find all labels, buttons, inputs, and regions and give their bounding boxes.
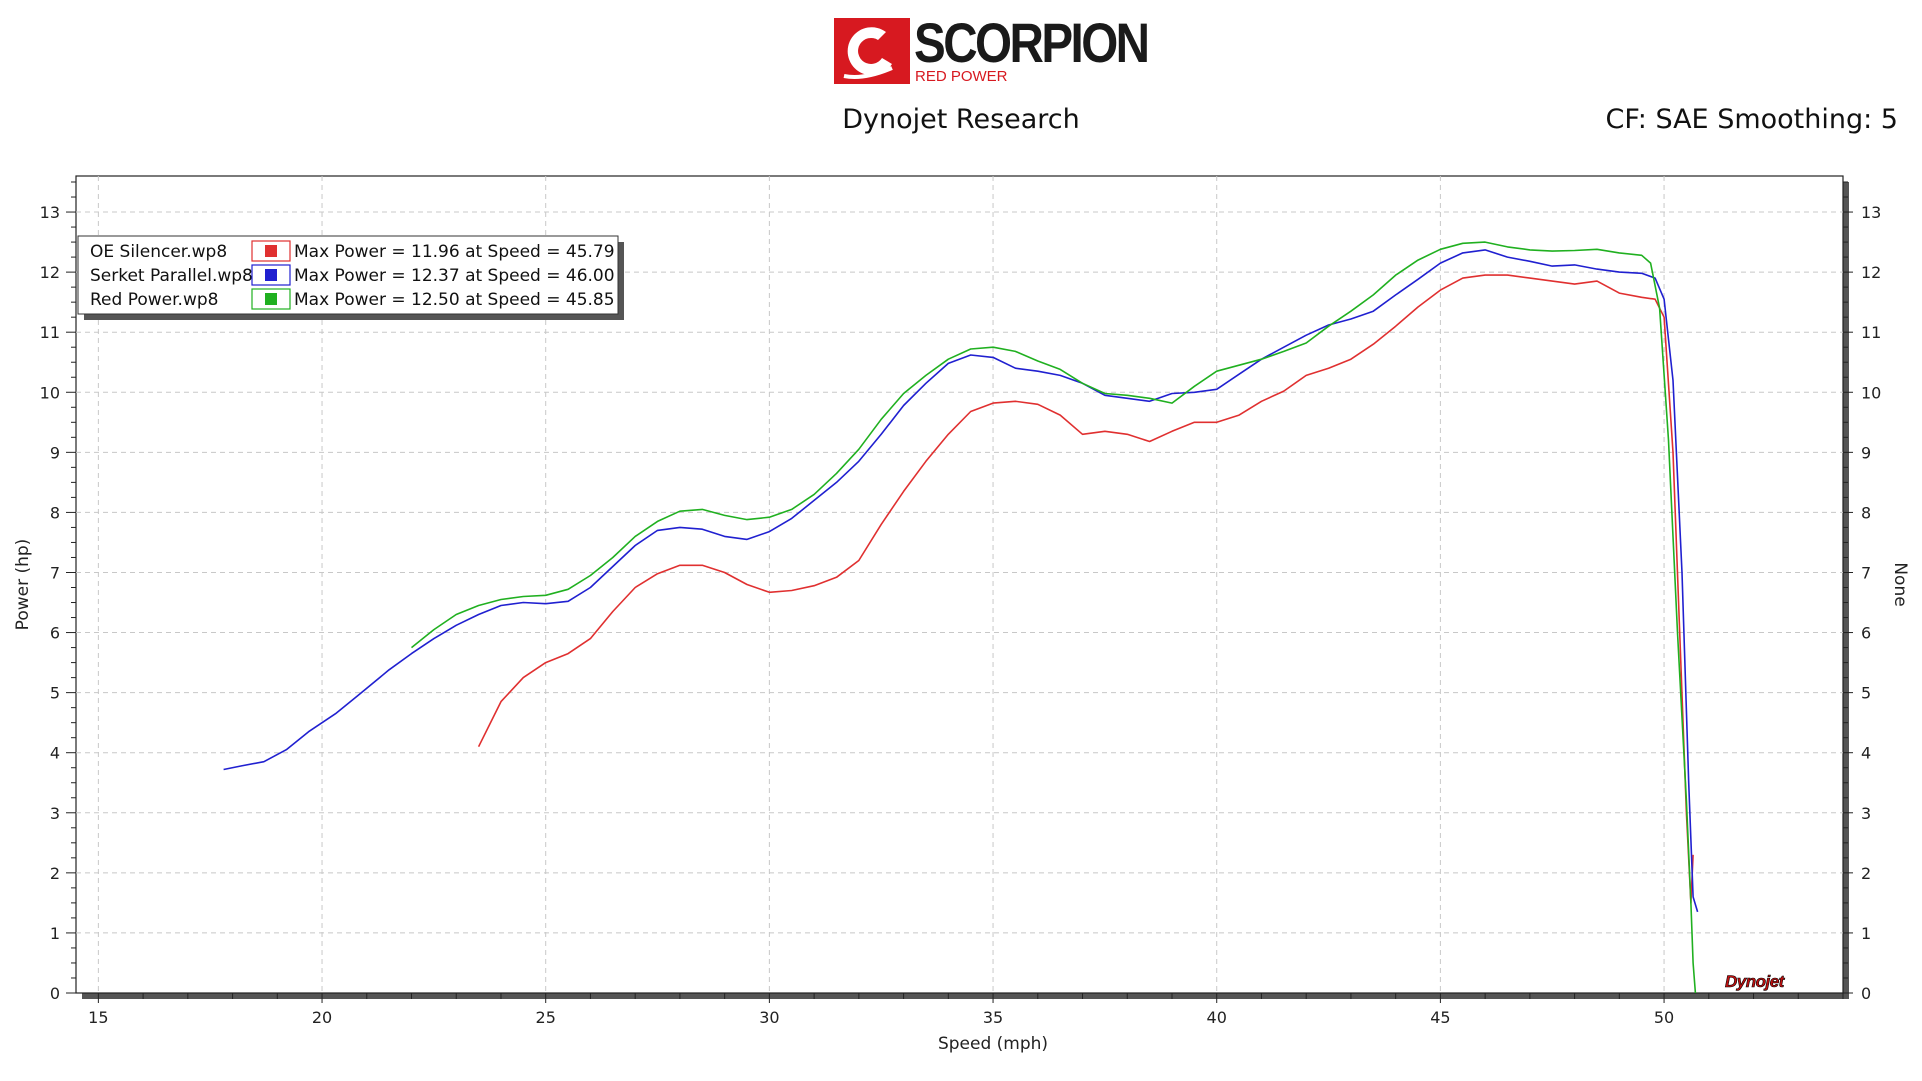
y2-tick-label: 7 — [1861, 563, 1871, 582]
y2-tick-label: 0 — [1861, 984, 1871, 1003]
y-axis-label: Power (hp) — [13, 539, 33, 631]
x-tick-label: 40 — [1207, 1008, 1227, 1027]
y-tick-label: 2 — [50, 864, 60, 883]
legend-entry-name: OE Silencer.wp8 — [90, 242, 227, 262]
logo-text: SCORPION — [914, 11, 1150, 74]
y-tick-label: 8 — [50, 503, 60, 522]
scorpion-logo: SCORPION RED POWER — [834, 11, 1150, 86]
series-line — [410, 241, 1697, 994]
legend: OE Silencer.wp8 Max Power = 11.96 at Spee… — [77, 235, 624, 320]
dynojet-watermark: Dynojet — [1725, 972, 1785, 992]
series-line — [223, 249, 1699, 913]
y2-tick-label: 2 — [1861, 864, 1871, 883]
legend-box — [77, 235, 619, 315]
legend-swatch — [265, 269, 277, 281]
y2-tick-label: 3 — [1861, 804, 1871, 823]
legend-entry-summary: Max Power = 11.96 at Speed = 45.79 — [294, 242, 615, 262]
legend-entry-name: Red Power.wp8 — [90, 290, 218, 310]
x-tick-label: 20 — [312, 1008, 332, 1027]
y-tick-label: 3 — [50, 804, 60, 823]
x-tick-label: 25 — [536, 1008, 556, 1027]
legend-swatch — [265, 293, 277, 305]
y-tick-label: 10 — [40, 383, 60, 402]
y-tick-label: 11 — [40, 323, 60, 342]
legend-swatch — [265, 245, 277, 257]
x-axis-label: Speed (mph) — [938, 1034, 1048, 1054]
y2-tick-label: 4 — [1861, 744, 1871, 763]
y2-tick-label: 8 — [1861, 503, 1871, 522]
y-tick-label: 7 — [50, 563, 60, 582]
y-tick-label: 4 — [50, 744, 60, 763]
y2-tick-label: 12 — [1861, 263, 1881, 282]
x-tick-label: 30 — [759, 1008, 779, 1027]
chart-title-wrap: Dynojet Research — [0, 104, 1922, 135]
series-line — [477, 274, 1694, 904]
y-tick-label: 0 — [50, 984, 60, 1003]
y2-axis-label: None — [1890, 562, 1910, 606]
legend-entry-name: Serket Parallel.wp8 — [90, 266, 253, 286]
x-tick-label: 35 — [983, 1008, 1003, 1027]
x-tick-label: 15 — [88, 1008, 108, 1027]
y2-tick-label: 10 — [1861, 383, 1881, 402]
scorpion-emblem-icon — [834, 18, 910, 84]
y-tick-label: 12 — [40, 263, 60, 282]
y-tick-label: 9 — [50, 443, 60, 462]
x-tick-label: 50 — [1654, 1008, 1674, 1027]
y-tick-label: 5 — [50, 684, 60, 703]
y2-tick-label: 5 — [1861, 684, 1871, 703]
y-tick-label: 13 — [40, 203, 60, 222]
x-tick-label: 45 — [1430, 1008, 1450, 1027]
y2-tick-label: 11 — [1861, 323, 1881, 342]
y2-tick-label: 13 — [1861, 203, 1881, 222]
y2-tick-label: 6 — [1861, 624, 1871, 643]
y2-tick-label: 1 — [1861, 924, 1871, 943]
legend-entry-summary: Max Power = 12.50 at Speed = 45.85 — [294, 290, 615, 310]
y-tick-label: 6 — [50, 624, 60, 643]
axis-ticks: 15 20 25 30 35 40 45 500 01 12 23 34 45 56 67 78 89 910 10… — [40, 181, 1881, 1027]
legend-entry-summary: Max Power = 12.37 at Speed = 46.00 — [294, 266, 615, 286]
correction-factor-label: CF: SAE Smoothing: 5 — [1605, 104, 1898, 135]
logo-subtext: RED POWER — [915, 68, 1008, 85]
y2-tick-label: 9 — [1861, 443, 1871, 462]
chart-title: Dynojet Research — [842, 104, 1080, 135]
series-lines — [223, 241, 1699, 994]
plot-frame — [75, 175, 1849, 999]
y-tick-label: 1 — [50, 924, 60, 943]
